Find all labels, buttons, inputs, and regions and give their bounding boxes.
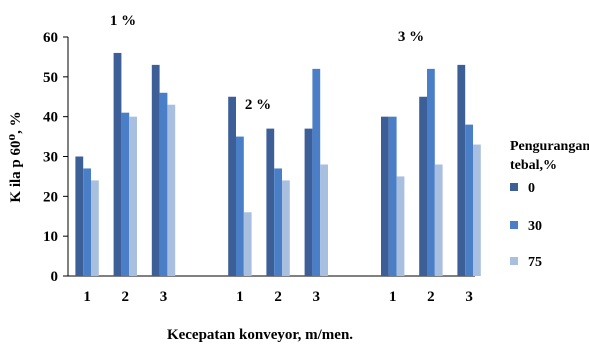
- bar-30-8: [427, 68, 435, 277]
- y-axis-title: K ila p 60⁰, %: [8, 111, 24, 202]
- bar-0-5: [266, 128, 275, 276]
- bar-75-7: [396, 176, 405, 276]
- bar-75-3: [167, 104, 176, 276]
- y-tick-label: 0: [51, 269, 59, 285]
- x-tick-label: 1: [389, 289, 397, 305]
- legend-title-line1: Pengurangan: [510, 139, 589, 154]
- x-tick-label: 1: [83, 289, 91, 305]
- x-tick-label: 3: [465, 289, 473, 305]
- y-tick-label: 40: [43, 110, 58, 126]
- bar-30-2: [121, 112, 130, 277]
- group-label: 3 %: [398, 29, 424, 45]
- bar-30-6: [312, 68, 321, 277]
- bar-0-3: [151, 64, 160, 276]
- bars: [75, 52, 481, 277]
- legend-swatch-75: [510, 257, 518, 265]
- bar-30-9: [465, 124, 473, 276]
- x-axis-title: Kecepatan konveyor, m/men.: [167, 327, 353, 343]
- bar-0-6: [304, 128, 313, 276]
- y-tick-label: 60: [43, 30, 58, 46]
- x-tick-label: 1: [236, 289, 244, 305]
- y-tick-label: 10: [43, 229, 58, 245]
- x-tick-label: 2: [427, 289, 435, 305]
- y-tick-label: 50: [43, 70, 58, 86]
- bar-0-4: [228, 96, 236, 276]
- axes: 0 10 20 30 40 50 60: [43, 30, 475, 285]
- bar-0-1: [75, 156, 84, 276]
- legend-label-30: 30: [528, 219, 542, 234]
- bar-30-1: [83, 168, 91, 276]
- x-tick-label: 3: [313, 289, 321, 305]
- bar-0-2: [113, 52, 122, 277]
- legend-label-75: 75: [528, 255, 542, 270]
- bar-75-6: [320, 164, 328, 276]
- legend-swatch-30: [510, 221, 518, 229]
- bar-30-3: [159, 92, 168, 277]
- bar-0-8: [419, 96, 427, 276]
- bar-0-7: [381, 116, 389, 276]
- bar-75-1: [91, 180, 99, 276]
- legend-swatch-0: [510, 183, 518, 191]
- x-tick-label: 3: [160, 289, 168, 305]
- x-tick-label: 2: [274, 289, 282, 305]
- legend-title-line2: tebal,%: [510, 158, 557, 173]
- bar-30-7: [388, 116, 397, 276]
- group-label: 2 %: [245, 97, 271, 113]
- x-tick-label: 2: [122, 289, 130, 305]
- legend: Pengurangan tebal,% 0 30 75: [510, 139, 589, 270]
- y-tick-label: 20: [43, 189, 58, 205]
- bar-75-2: [129, 116, 137, 276]
- labels: 1 2 3 1 2 3 1 2 3 1 % 2 % 3 %: [83, 13, 473, 305]
- bar-0-9: [457, 64, 466, 276]
- y-tick-label: 30: [43, 150, 58, 166]
- bar-30-5: [274, 168, 282, 276]
- group-label: 1 %: [110, 13, 136, 29]
- bar-75-9: [473, 144, 481, 276]
- bar-75-4: [243, 212, 252, 276]
- bar-30-4: [236, 136, 244, 276]
- legend-label-0: 0: [528, 181, 535, 196]
- bar-75-5: [282, 180, 290, 276]
- bar-75-8: [434, 164, 443, 276]
